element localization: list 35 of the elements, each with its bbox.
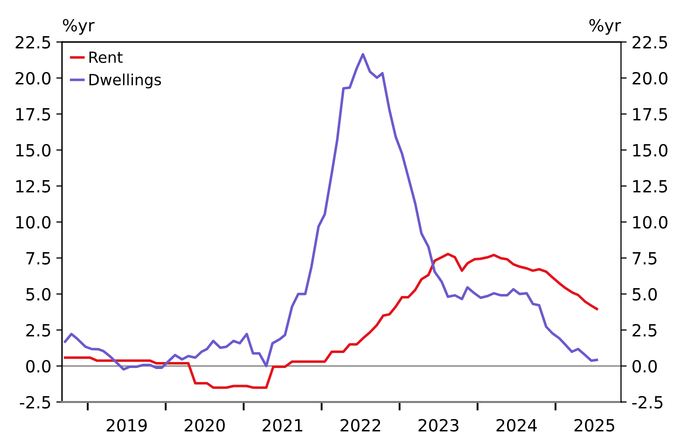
y2-tick-label: 2.5 (632, 324, 656, 337)
y2-tick-label: 20.0 (632, 72, 668, 85)
y-tick-label: 20.0 (16, 72, 50, 85)
y2-tick-label: 5.0 (632, 288, 657, 301)
y-tick-label: 15.0 (16, 144, 50, 157)
x-tick-label: 2025 (574, 418, 614, 432)
y-tick-label: 10.0 (16, 216, 50, 229)
x-tick-label: 2020 (184, 418, 225, 432)
y2-tick-label: 7.5 (632, 252, 656, 265)
x-tick-label: 2019 (106, 418, 147, 432)
y-tick-label: 17.5 (16, 108, 50, 121)
y2-tick-label: 22.5 (632, 36, 668, 49)
y2-tick-label: 15.0 (633, 144, 668, 157)
legend-label: Dwellings (89, 74, 161, 88)
y2-tick-label: 17.5 (633, 108, 668, 121)
y-tick-label: 5.0 (26, 288, 50, 301)
line-series (64, 52, 598, 371)
x-tick-label: 2024 (496, 418, 537, 432)
y-tick-label: -2.5 (20, 396, 50, 409)
y-tick-label: 12.5 (16, 180, 50, 193)
y-tick-label: 2.5 (26, 324, 50, 337)
y2-tick-label: 12.5 (633, 180, 668, 193)
x-tick-label: 2022 (340, 418, 380, 432)
y2-tick-label: 0.0 (632, 360, 657, 373)
line-series (64, 252, 598, 389)
legend-label: Rent (89, 52, 123, 63)
y-tick-label: 7.5 (26, 252, 50, 265)
y2-tick-label: -2.5 (632, 396, 662, 409)
y-tick-label: 22.5 (16, 36, 50, 49)
y2-axis-title: %yr (589, 18, 621, 35)
y-axis-title: %yr (62, 18, 95, 35)
y-tick-label: 0.0 (26, 360, 50, 373)
y2-tick-label: 10.0 (633, 216, 668, 229)
x-tick-label: 2021 (262, 418, 302, 432)
x-tick-label: 2023 (418, 418, 458, 432)
